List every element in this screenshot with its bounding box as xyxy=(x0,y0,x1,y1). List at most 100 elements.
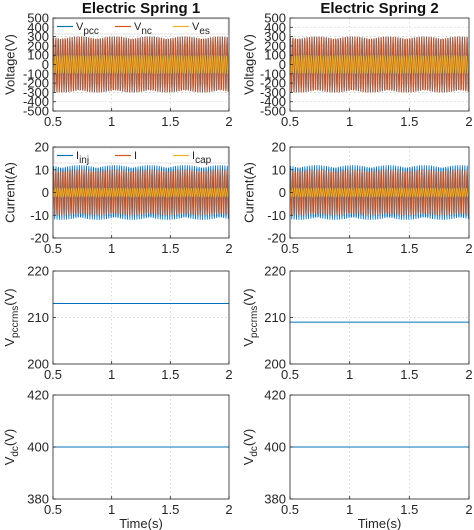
series-line-3 xyxy=(289,54,470,75)
y-axis-label: Vpccrms(V) xyxy=(241,288,259,346)
series-line-2 xyxy=(52,36,230,93)
legend-entry: Ves xyxy=(192,21,210,37)
y-axis-label: Vpccrms(V) xyxy=(2,288,20,346)
legend-entry: Icap xyxy=(192,150,212,166)
series-line-2 xyxy=(52,169,230,216)
legend-entry: I xyxy=(134,150,137,162)
y-tick-label: 0 xyxy=(42,57,49,72)
y-tick-label: 400 xyxy=(27,20,49,35)
subplot-4: 0.5 1 1.5 2 -20 -10 0 10 20 Current(A) xyxy=(241,140,472,257)
y-tick-label: 300 xyxy=(27,29,49,44)
x-tick-label: 0.5 xyxy=(281,114,299,129)
legend: Iinj I Icap xyxy=(53,147,229,166)
subplot-2: 0.5 1 1.5 2 -500-400-300-200-100010020030040… xyxy=(241,0,472,129)
y-tick-label: -100 xyxy=(23,66,49,81)
y-tick-label: 400 xyxy=(27,440,49,455)
subplot-1: 0.5 1 1.5 2 -500-400-300-200-100010020030040… xyxy=(2,0,232,129)
x-tick-label: 1 xyxy=(108,367,115,382)
y-tick-label: 420 xyxy=(27,388,49,403)
y-tick-label: 100 xyxy=(27,48,49,63)
y-tick-label: 420 xyxy=(264,388,286,403)
x-tick-label: 1 xyxy=(346,367,353,382)
chart-title: Electric Spring 1 xyxy=(82,0,200,17)
y-tick-label: 0 xyxy=(279,57,286,72)
y-tick-label: 380 xyxy=(27,492,49,507)
y-tick-label: 400 xyxy=(264,20,286,35)
subplot-3: 0.5 1 1.5 2 -20 -10 0 10 20 Current(A) Iinj I Icap xyxy=(2,140,232,257)
y-tick-label: 500 xyxy=(264,11,286,26)
subplot-5: 0.5 1 1.5 2 200 210 220 Vpccrms(V) xyxy=(2,264,232,383)
y-tick-label: 200 xyxy=(27,38,49,53)
x-tick-label: 1.5 xyxy=(400,114,418,129)
x-tick-label: 0.5 xyxy=(44,114,62,129)
y-tick-label: 200 xyxy=(27,357,49,372)
y-tick-label: -200 xyxy=(260,76,286,91)
x-tick-label: 1.5 xyxy=(161,367,179,382)
y-tick-label: 100 xyxy=(264,48,286,63)
x-tick-label: 1 xyxy=(346,114,353,129)
series-line-2 xyxy=(289,36,470,93)
x-tick-label: 2 xyxy=(225,502,232,517)
y-tick-label: 300 xyxy=(264,29,286,44)
subplot-6: 0.5 1 1.5 2 200 210 220 Vpccrms(V) xyxy=(241,264,472,383)
y-tick-label: 500 xyxy=(27,11,49,26)
y-tick-label: -300 xyxy=(23,85,49,100)
y-axis-label: Vdc(V) xyxy=(241,429,259,466)
y-tick-label: 0 xyxy=(279,185,286,200)
y-tick-label: 10 xyxy=(35,162,49,177)
y-tick-label: -10 xyxy=(267,208,286,223)
y-tick-label: 10 xyxy=(272,162,286,177)
y-tick-label: 20 xyxy=(35,140,49,155)
series-line-2 xyxy=(289,169,470,216)
y-tick-label: -300 xyxy=(260,85,286,100)
x-tick-label: 1.5 xyxy=(161,114,179,129)
y-tick-label: -500 xyxy=(260,104,286,119)
x-tick-label: 1.5 xyxy=(400,367,418,382)
y-axis-label: Voltage(V) xyxy=(241,34,256,95)
y-tick-label: 200 xyxy=(264,357,286,372)
y-tick-label: -20 xyxy=(30,231,49,246)
x-tick-label: 1.5 xyxy=(400,502,418,517)
y-tick-label: -10 xyxy=(30,208,49,223)
x-tick-label: 1 xyxy=(108,502,115,517)
x-tick-label: 1 xyxy=(346,241,353,256)
x-tick-label: 0.5 xyxy=(44,502,62,517)
y-tick-label: 210 xyxy=(27,310,49,325)
series-line-3 xyxy=(289,186,470,199)
subplot-7: 0.5 1 1.5 2 380 400 420 Time(s) Vdc(V) xyxy=(2,388,232,530)
x-tick-label: 1.5 xyxy=(400,241,418,256)
x-tick-label: 1 xyxy=(346,502,353,517)
x-tick-label: 1.5 xyxy=(161,502,179,517)
y-axis-label: Vdc(V) xyxy=(2,429,20,466)
x-tick-label: 0.5 xyxy=(281,241,299,256)
y-tick-label: 210 xyxy=(264,310,286,325)
x-tick-label: 0.5 xyxy=(281,502,299,517)
legend-box xyxy=(53,147,229,164)
x-tick-label: 2 xyxy=(465,114,472,129)
legend-box xyxy=(53,18,229,35)
x-tick-label: 2 xyxy=(225,114,232,129)
x-tick-label: 2 xyxy=(225,367,232,382)
legend-entry: Iinj xyxy=(76,150,89,166)
series-line-3 xyxy=(52,54,230,75)
legend-entry: Vnc xyxy=(134,21,152,37)
legend: Vpcc Vnc Ves xyxy=(53,18,229,37)
y-axis-label: Current(A) xyxy=(241,162,256,223)
x-tick-label: 1.5 xyxy=(161,241,179,256)
y-tick-label: -400 xyxy=(23,94,49,109)
y-tick-label: -500 xyxy=(23,104,49,119)
legend-entry: Vpcc xyxy=(76,21,99,37)
y-tick-label: 20 xyxy=(272,140,286,155)
x-tick-label: 0.5 xyxy=(281,367,299,382)
y-tick-label: -200 xyxy=(23,76,49,91)
y-tick-label: 220 xyxy=(264,264,286,279)
y-tick-label: 220 xyxy=(27,264,49,279)
y-tick-label: 380 xyxy=(264,492,286,507)
subplot-8: 0.5 1 1.5 2 380 400 420 Time(s) Vdc(V) xyxy=(241,388,472,530)
x-axis-label: Time(s) xyxy=(119,516,163,530)
y-axis-label: Voltage(V) xyxy=(2,34,17,95)
x-tick-label: 1 xyxy=(108,114,115,129)
x-tick-label: 0.5 xyxy=(44,367,62,382)
x-tick-label: 1 xyxy=(108,241,115,256)
